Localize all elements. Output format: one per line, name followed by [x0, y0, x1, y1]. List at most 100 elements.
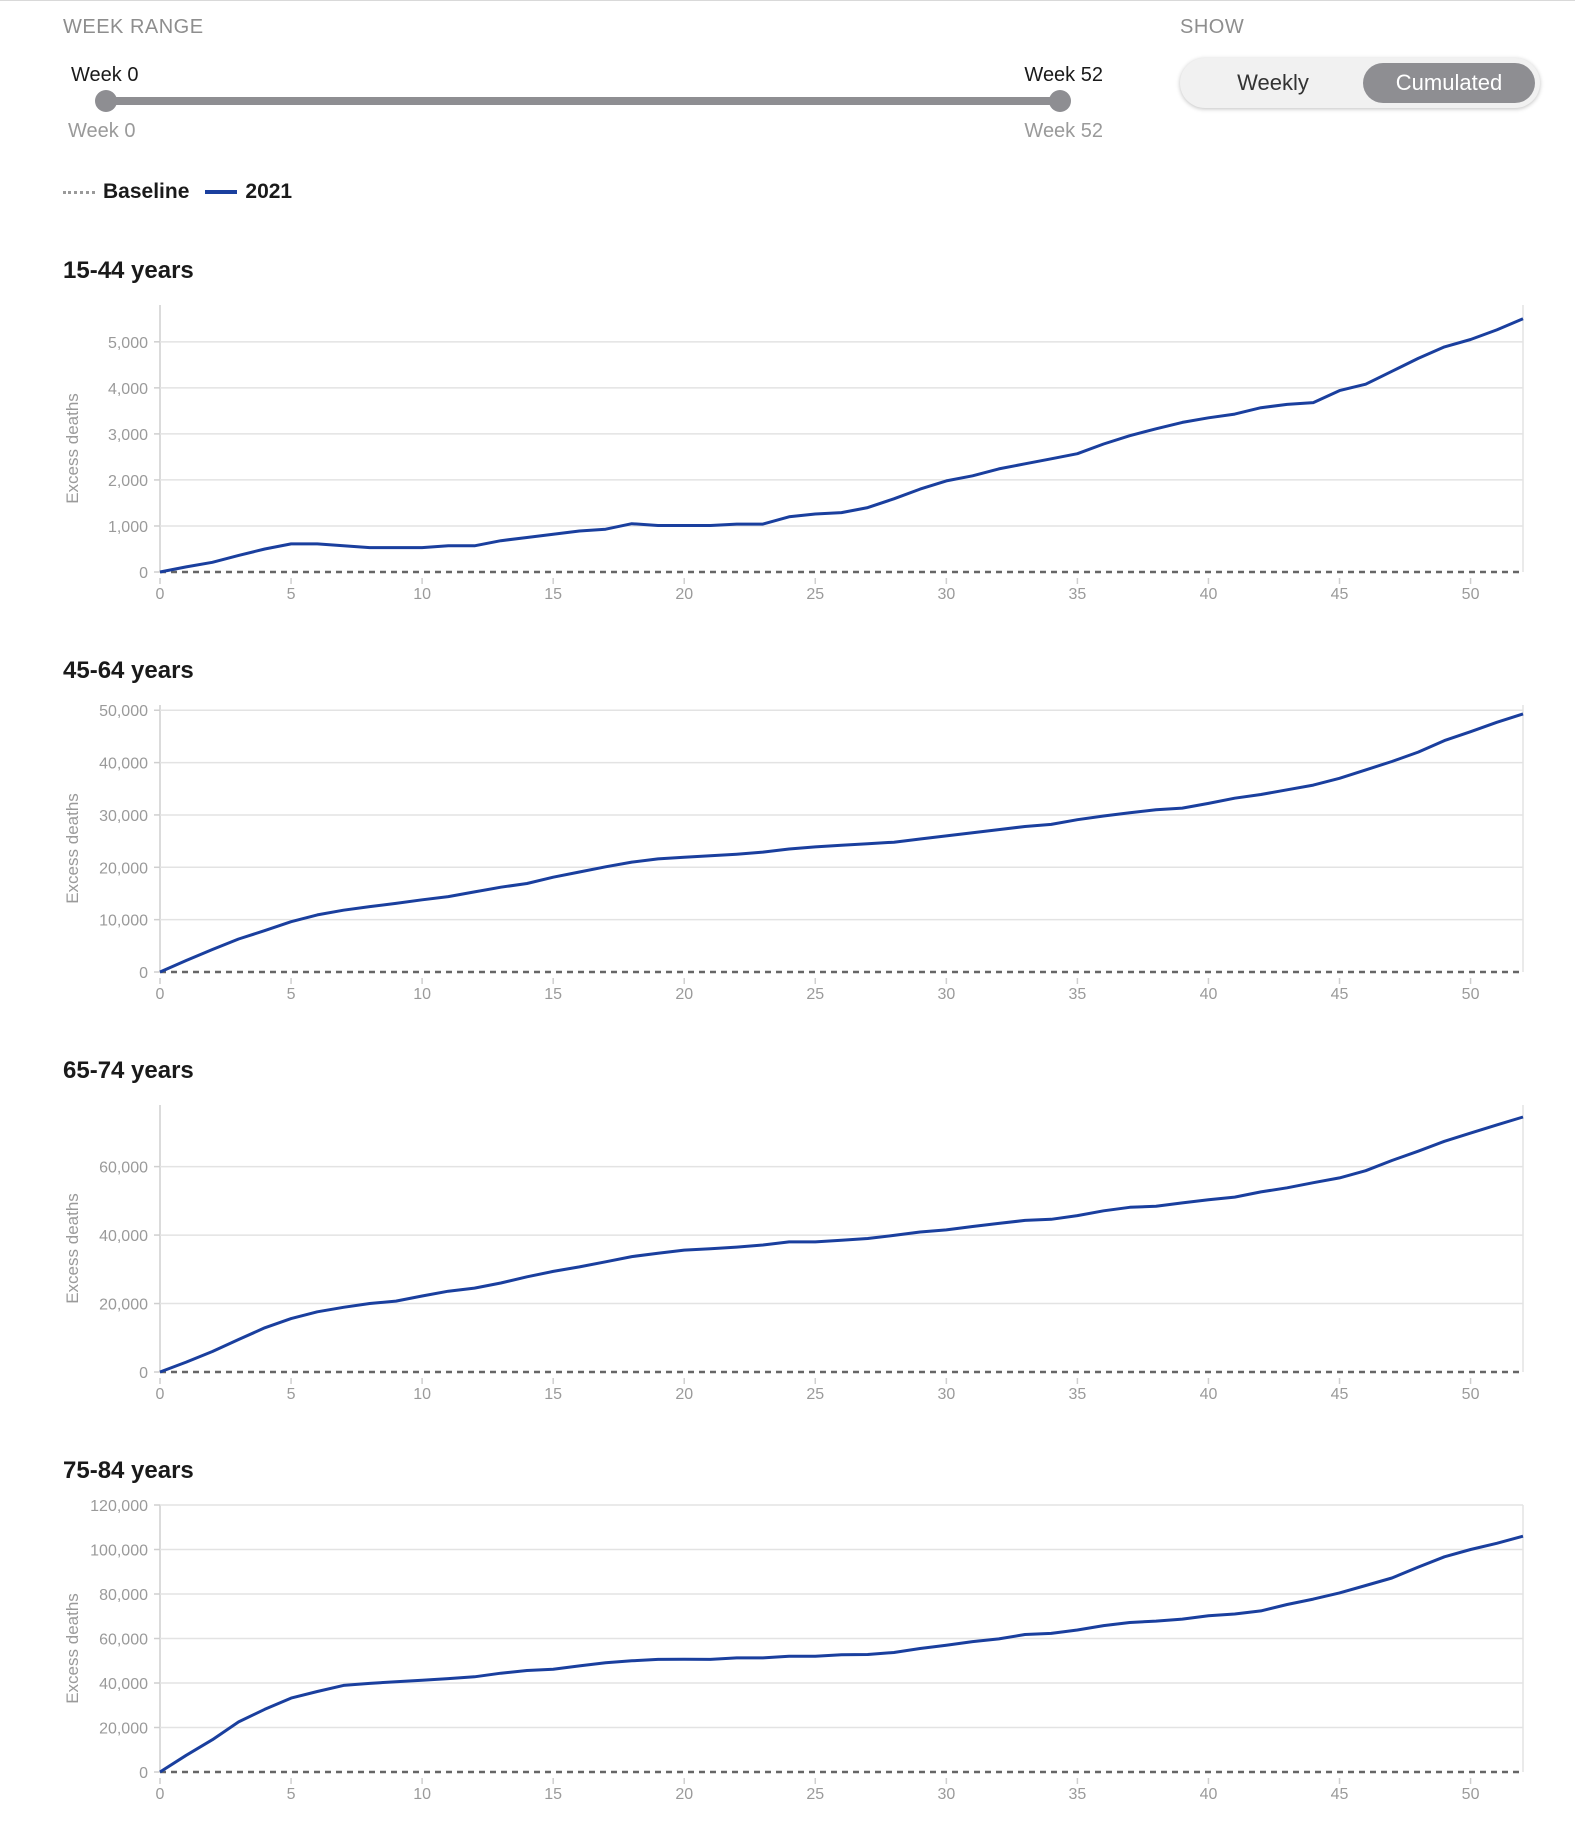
x-tick-label: 5: [287, 1786, 296, 1803]
x-tick-label: 25: [806, 986, 824, 1003]
chart-45-64: 45-64 years 0 10,000 20,000 30,000 40,000 50,…: [0, 655, 1575, 1035]
x-tick-label: 5: [287, 986, 296, 1003]
series-legend-swatch: [205, 190, 238, 194]
y-tick-label: 5,000: [108, 335, 148, 352]
x-tick-label: 45: [1331, 986, 1349, 1003]
y-tick-label: 80,000: [99, 1587, 148, 1604]
legend: Baseline 2021: [63, 178, 292, 206]
week-range-start-handle[interactable]: [95, 90, 117, 112]
y-tick-label: 100,000: [90, 1543, 148, 1560]
y-axis-title: Excess deaths: [63, 793, 82, 904]
x-tick-label: 5: [287, 1386, 296, 1403]
x-tick-label: 25: [806, 1386, 824, 1403]
x-tick-label: 40: [1200, 986, 1218, 1003]
y-axis-title: Excess deaths: [63, 393, 82, 504]
x-tick-label: 30: [937, 586, 955, 603]
y-tick-label: 3,000: [108, 427, 148, 444]
x-tick-label: 50: [1462, 1786, 1480, 1803]
y-tick-label: 40,000: [99, 1676, 148, 1693]
x-tick-label: 15: [544, 1786, 562, 1803]
x-tick-label: 35: [1069, 586, 1087, 603]
x-tick-label: 15: [544, 986, 562, 1003]
x-tick-label: 20: [675, 586, 693, 603]
chart-45-64-plot: 0 10,000 20,000 30,000 40,000 50,000 0 5 10 15 20 2…: [63, 703, 1524, 1003]
x-tick-label: 10: [413, 586, 431, 603]
x-tick-label: 40: [1200, 1786, 1218, 1803]
baseline-legend-label: Baseline: [103, 180, 190, 203]
x-tick-label: 50: [1462, 1386, 1480, 1403]
chart-title: 15-44 years: [63, 257, 194, 284]
y-tick-label: 30,000: [99, 808, 148, 825]
week-range-max-label: Week 52: [1024, 120, 1103, 142]
week-range-start-value: Week 0: [71, 64, 139, 86]
y-tick-label: 20,000: [99, 1297, 148, 1314]
x-tick-label: 20: [675, 1386, 693, 1403]
x-tick-label: 10: [413, 1786, 431, 1803]
week-range-end-value: Week 52: [1024, 64, 1103, 86]
x-tick-label: 45: [1331, 1786, 1349, 1803]
x-tick-label: 5: [287, 586, 296, 603]
series-2021-line: [159, 1115, 1524, 1374]
chart-65-74: 65-74 years 0 20,000 40,000 60,000 0 5 10 15 20 2…: [0, 1055, 1575, 1435]
chart-65-74-plot: 0 20,000 40,000 60,000 0 5 10 15 20 25 30 35 40 45 50 E…: [63, 1105, 1524, 1403]
y-tick-label: 50,000: [99, 703, 148, 720]
y-tick-label: 60,000: [99, 1160, 148, 1177]
x-tick-label: 40: [1200, 1386, 1218, 1403]
weekly-option[interactable]: Weekly: [1237, 70, 1309, 95]
week-range-track[interactable]: [105, 97, 1059, 105]
y-tick-label: 120,000: [90, 1498, 148, 1515]
y-tick-label: 10,000: [99, 913, 148, 930]
x-tick-label: 20: [675, 1786, 693, 1803]
y-axis-title: Excess deaths: [63, 1193, 82, 1304]
chart-75-84: 75-84 years 0 20,000 40,000 60,000 80,000 100…: [0, 1455, 1575, 1835]
x-tick-label: 15: [544, 586, 562, 603]
show-toggle: Weekly Cumulated: [1180, 58, 1540, 108]
series-2021-line: [159, 712, 1524, 974]
x-tick-label: 15: [544, 1386, 562, 1403]
chart-title: 65-74 years: [63, 1057, 194, 1084]
series-legend-label: 2021: [245, 180, 293, 203]
x-tick-label: 0: [156, 986, 165, 1003]
week-range-title: WEEK RANGE: [63, 16, 204, 38]
chart-75-84-plot: 0 20,000 40,000 60,000 80,000 100,000 120,000 0…: [63, 1498, 1524, 1803]
baseline-legend-swatch: [63, 190, 95, 194]
x-tick-label: 0: [156, 1386, 165, 1403]
week-range-control: WEEK RANGE Week 0 Week 52 Week 0 Week 52: [63, 14, 1103, 142]
x-tick-label: 45: [1331, 586, 1349, 603]
y-tick-label: 60,000: [99, 1632, 148, 1649]
y-axis-title: Excess deaths: [63, 1593, 82, 1704]
x-tick-label: 10: [413, 1386, 431, 1403]
x-tick-label: 30: [937, 1786, 955, 1803]
x-tick-label: 50: [1462, 586, 1480, 603]
series-2021-line: [159, 317, 1524, 574]
y-tick-label: 40,000: [99, 1228, 148, 1245]
x-tick-label: 50: [1462, 986, 1480, 1003]
y-tick-label: 20,000: [99, 1721, 148, 1738]
week-range-end-handle[interactable]: [1049, 90, 1071, 112]
cumulated-option[interactable]: Cumulated: [1363, 63, 1535, 103]
show-title: SHOW: [1180, 16, 1245, 38]
week-range-min-label: Week 0: [68, 120, 136, 142]
y-tick-label: 2,000: [108, 473, 148, 490]
x-tick-label: 35: [1069, 1386, 1087, 1403]
y-tick-label: 40,000: [99, 756, 148, 773]
x-tick-label: 30: [937, 1386, 955, 1403]
x-tick-label: 45: [1331, 1386, 1349, 1403]
x-tick-label: 20: [675, 986, 693, 1003]
x-tick-label: 10: [413, 986, 431, 1003]
y-tick-label: 1,000: [108, 519, 148, 536]
x-tick-label: 25: [806, 586, 824, 603]
x-tick-label: 0: [156, 586, 165, 603]
chart-15-44-plot: 0 1,000 2,000 3,000 4,000 5,000 0 5 10 15 20 25 30 35…: [63, 305, 1524, 603]
x-tick-label: 0: [156, 1786, 165, 1803]
y-tick-label: 20,000: [99, 860, 148, 877]
x-tick-label: 35: [1069, 1786, 1087, 1803]
chart-title: 75-84 years: [63, 1457, 194, 1484]
y-tick-label: 0: [139, 965, 148, 982]
y-tick-label: 0: [139, 1365, 148, 1382]
x-tick-label: 35: [1069, 986, 1087, 1003]
x-tick-label: 30: [937, 986, 955, 1003]
x-tick-label: 40: [1200, 586, 1218, 603]
chart-title: 45-64 years: [63, 657, 194, 684]
y-tick-label: 0: [139, 1765, 148, 1782]
